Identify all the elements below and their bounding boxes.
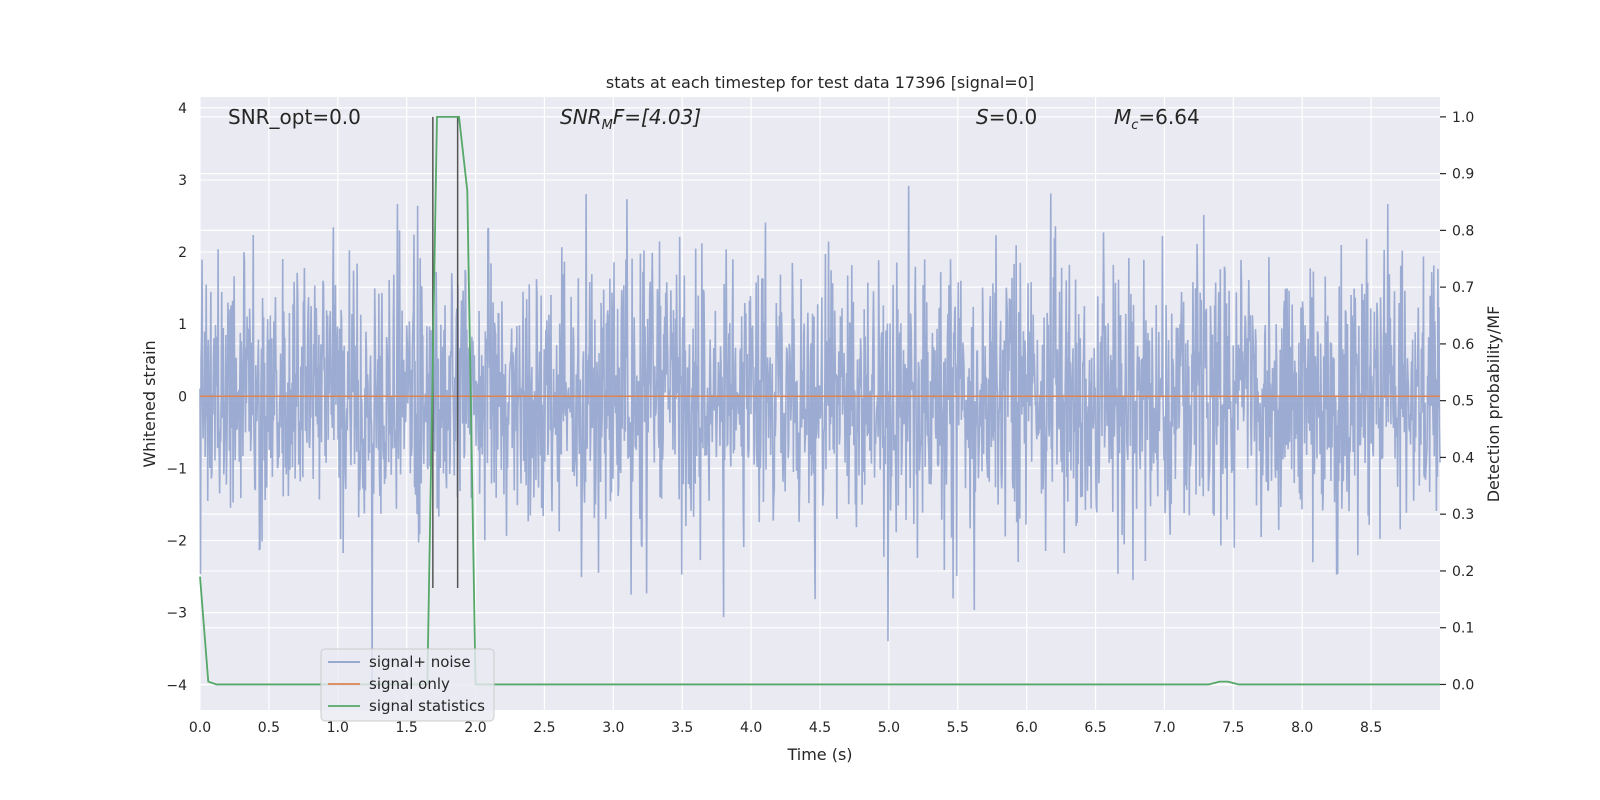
x-tick-label: 2.5 [533,720,555,736]
y-axis-label: Whitened strain [140,340,159,467]
y-tick-label: 4 [178,101,187,117]
y2-tick-label: 0.1 [1452,621,1474,637]
y2-axis-ticks: 0.0 0.1 0.2 0.3 0.4 0.5 0.6 0.7 0.8 0.9 1.0 [1440,110,1474,693]
x-tick-label: 2.0 [464,720,486,736]
x-tick-label: 7.0 [1153,720,1175,736]
y2-tick-label: 0.6 [1452,337,1474,353]
snr-mf-sub: M [602,118,613,133]
chart-title: stats at each timestep for test data 173… [606,73,1034,92]
s-main: S [976,105,989,129]
y2-tick-label: 0.5 [1452,394,1474,410]
x-tick-label: 3.0 [602,720,624,736]
x-tick-label: 0.0 [189,720,211,736]
y2-tick-label: 0.2 [1452,564,1474,580]
s-rest: =0.0 [989,105,1038,129]
x-tick-label: 8.5 [1360,720,1382,736]
legend-entry-signal-noise: signal+ noise [369,653,471,671]
x-tick-label: 5.5 [947,720,969,736]
legend: signal+ noise signal only signal statist… [320,648,495,722]
y-tick-label: 2 [178,245,187,261]
annotation-s: S=0.0 [976,105,1037,129]
x-tick-label: 6.0 [1016,720,1038,736]
x-tick-label: 1.0 [327,720,349,736]
mc-sub: c [1131,118,1138,133]
annotation-snr-opt: SNR_opt=0.0 [228,105,361,129]
y-tick-label: 1 [178,317,187,333]
series-layer [199,115,1441,686]
y-axis-ticks: −4 −3 −2 −1 0 1 2 3 4 [166,101,187,694]
x-tick-label: 8.0 [1291,720,1313,736]
x-tick-label: 3.5 [671,720,693,736]
y-tick-label: 3 [178,173,187,189]
y2-tick-label: 0.0 [1452,677,1474,693]
y-tick-label: −4 [166,678,187,694]
mc-main: M [1114,105,1131,129]
y2-tick-label: 0.9 [1452,167,1474,183]
x-axis-ticks: 0.0 0.5 1.0 1.5 2.0 2.5 3.0 3.5 4.0 4.5 5.0 5.5 6.0 6… [189,720,1382,736]
y-tick-label: 0 [178,389,187,405]
legend-box [320,648,495,722]
y-tick-label: −1 [166,461,187,477]
x-tick-label: 0.5 [258,720,280,736]
legend-entry-signal-statistics: signal statistics [369,697,485,715]
x-tick-label: 7.5 [1222,720,1244,736]
mc-rest: =6.64 [1138,105,1199,129]
x-tick-label: 4.5 [809,720,831,736]
annotation-snr-mf: SNRMF=[4.03] [560,105,701,133]
x-axis-label: Time (s) [786,745,852,764]
y-tick-label: −3 [166,606,187,622]
x-tick-label: 4.0 [740,720,762,736]
x-tick-label: 5.0 [878,720,900,736]
y2-tick-label: 1.0 [1452,110,1474,126]
y2-tick-label: 0.4 [1452,450,1474,466]
y2-tick-label: 0.3 [1452,507,1474,523]
y2-axis-label: Detection probability/MF [1484,306,1503,503]
x-tick-label: 1.5 [396,720,418,736]
snr-mf-rest: F=[4.03] [613,105,701,129]
x-tick-label: 6.5 [1084,720,1106,736]
y2-tick-label: 0.7 [1452,280,1474,296]
annotation-mc: Mc=6.64 [1114,105,1200,133]
series-signal-statistics-line [199,115,1440,686]
y-tick-label: −2 [166,534,187,550]
y2-tick-label: 0.8 [1452,223,1474,239]
series-signal-noise-line [199,185,1441,686]
snr-mf-main: SNR [560,105,602,129]
legend-entry-signal-only: signal only [369,675,450,693]
